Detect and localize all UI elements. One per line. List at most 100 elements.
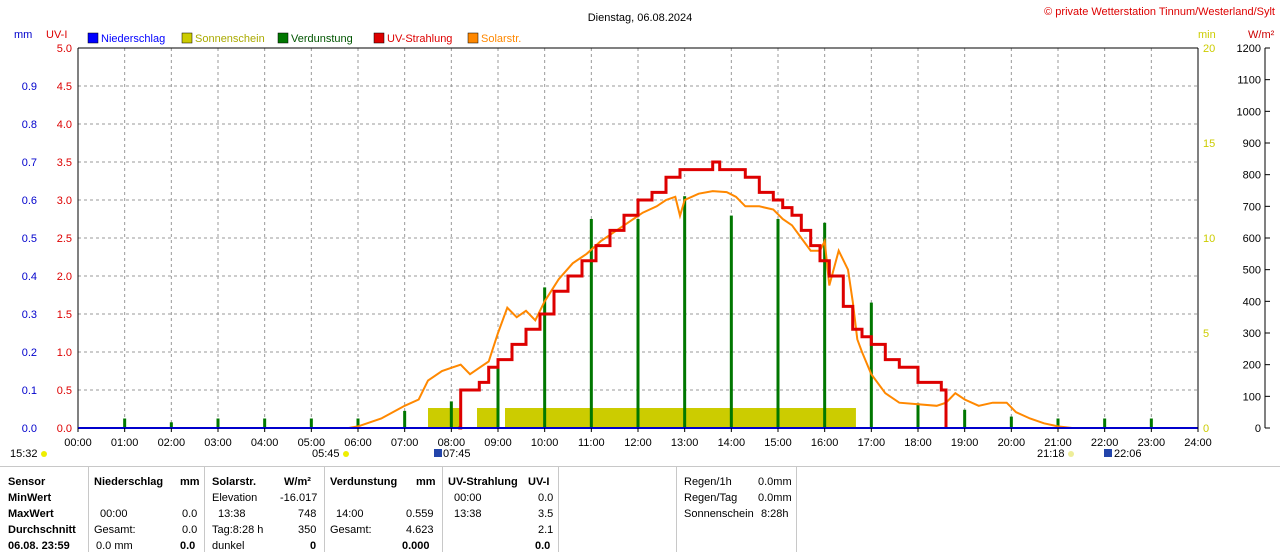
mm-tick-label: 0.5 xyxy=(22,233,37,245)
niederschlag-last-bold: 0.0 xyxy=(180,540,196,552)
uv-tick-label: 3.5 xyxy=(57,157,72,169)
mm-tick-label: 0.8 xyxy=(22,119,37,131)
verdunstung-header: Verdunstung xyxy=(330,476,398,488)
min-axis-label: min xyxy=(1198,29,1216,41)
wm2-tick-label: 100 xyxy=(1243,391,1261,403)
sunshine-blocks xyxy=(428,408,856,428)
mm-tick-label: 0.1 xyxy=(22,385,37,397)
uv-last-val: 0.0 xyxy=(535,540,551,552)
solar-tag-val: 350 xyxy=(298,524,317,536)
copyright-text: © private Wetterstation Tinnum/Westerlan… xyxy=(1044,6,1275,18)
sunshine-block xyxy=(477,408,498,428)
wm2-tick-label: 500 xyxy=(1243,265,1261,277)
niederschlag-max-val: 0.0 xyxy=(182,508,198,520)
evaporation-bar xyxy=(963,409,967,428)
x-tick-label: 19:00 xyxy=(951,437,979,449)
uv-avg-val: 2.1 xyxy=(538,524,554,536)
uv-radiation-line xyxy=(458,160,948,430)
table-divider xyxy=(88,466,89,552)
uv-min-val: 0.0 xyxy=(538,492,554,504)
solar-header: Solarstr. xyxy=(212,476,257,488)
x-tick-label: 24:00 xyxy=(1184,437,1212,449)
uv-tick-label: 0.5 xyxy=(57,385,72,397)
wm2-tick-label: 0 xyxy=(1255,423,1261,435)
x-tick-label: 13:00 xyxy=(671,437,699,449)
wm2-tick-label: 1100 xyxy=(1237,75,1261,87)
verdunstung-last-val: 0.000 xyxy=(402,540,430,552)
evaporation-bar xyxy=(543,287,547,428)
mm-tick-label: 0.4 xyxy=(22,271,37,283)
summary-regentag-label: Regen/Tag xyxy=(684,492,738,504)
mm-tick-label: 0.7 xyxy=(22,157,37,169)
evaporation-bar xyxy=(1149,418,1153,428)
chart-title: Dienstag, 06.08.2024 xyxy=(588,12,693,24)
x-tick-label: 23:00 xyxy=(1138,437,1166,449)
legend-label: UV-Strahlung xyxy=(387,33,452,45)
min-tick-label: 20 xyxy=(1203,43,1215,55)
time-markers: 15:32 05:45 07:45 21:18 22:06 xyxy=(10,448,1142,460)
solar-elev-label: Elevation xyxy=(212,492,258,504)
uv-tick-label: 5.0 xyxy=(57,43,72,55)
x-tick-label: 11:00 xyxy=(578,437,605,449)
table-divider xyxy=(204,466,205,552)
legend-label: Solarstr. xyxy=(481,33,521,45)
uv-tick-label: 1.0 xyxy=(57,347,72,359)
wm2-tick-label: 800 xyxy=(1243,170,1261,182)
uv-tick-label: 2.0 xyxy=(57,271,72,283)
row-minwert: MinWert xyxy=(8,492,52,504)
row-maxwert: MaxWert xyxy=(8,508,54,520)
weather-chart: 00:00 01:00 02:00 03:00 04:00 05:00 06:00 07:00… xyxy=(10,6,1275,460)
sunset-icon xyxy=(1068,451,1074,457)
marker-sunrise: 05:45 xyxy=(312,448,340,460)
x-tick-label: 10:00 xyxy=(531,437,559,449)
legend-swatch xyxy=(277,32,289,44)
summary-regen1h-label: Regen/1h xyxy=(684,476,732,488)
evaporation-bar xyxy=(356,418,360,428)
evaporation-bar xyxy=(729,215,733,428)
mm-tick-label: 0.0 xyxy=(22,423,37,435)
table-divider xyxy=(442,466,443,552)
x-tick-label: 05:00 xyxy=(298,437,326,449)
x-tick-label: 15:00 xyxy=(764,437,792,449)
evaporation-bars xyxy=(123,196,1153,428)
x-tick-label: 00:00 xyxy=(64,437,92,449)
x-tick-label: 12:00 xyxy=(624,437,652,449)
evaporation-bar xyxy=(823,222,827,428)
uv-max-time: 13:38 xyxy=(454,508,482,520)
x-tick-label: 03:00 xyxy=(204,437,232,449)
x-tick-label: 16:00 xyxy=(811,437,839,449)
summary-sonnenschein-val: 8:28h xyxy=(761,508,789,520)
niederschlag-gesamt-val: 0.0 xyxy=(182,524,198,536)
evaporation-bar xyxy=(1009,416,1013,428)
uv-tick-label: 4.5 xyxy=(57,81,72,93)
summary-regentag-val: 0.0mm xyxy=(758,492,792,504)
evaporation-bar xyxy=(916,403,920,428)
evaporation-bar xyxy=(589,219,593,428)
uv-axis-label: UV-I xyxy=(46,29,67,41)
legend-label: Verdunstung xyxy=(291,33,353,45)
mm-tick-label: 0.6 xyxy=(22,195,37,207)
verdunstung-gesamt-label: Gesamt: xyxy=(330,524,372,536)
x-tick-label: 04:00 xyxy=(251,437,279,449)
x-tick-label: 21:00 xyxy=(1044,437,1072,449)
niederschlag-gesamt-label: Gesamt: xyxy=(94,524,136,536)
evaporation-bar xyxy=(449,401,453,428)
wm2-tick-label: 900 xyxy=(1243,138,1261,150)
wm2-tick-label: 600 xyxy=(1243,233,1261,245)
uv-unit: UV-I xyxy=(528,476,550,488)
sun-icon xyxy=(41,451,47,457)
x-tick-label: 18:00 xyxy=(904,437,932,449)
marker-sunset: 21:18 xyxy=(1037,448,1065,460)
solar-max-time: 13:38 xyxy=(218,508,246,520)
row-durchschnitt: Durchschnitt xyxy=(8,524,76,536)
niederschlag-last-val: 0.0 mm xyxy=(96,540,133,552)
verdunstung-gesamt-val: 4.623 xyxy=(406,524,434,536)
marker-uv-start: 07:45 xyxy=(443,448,471,460)
evaporation-bar xyxy=(169,422,173,428)
evaporation-bar xyxy=(636,219,640,428)
row-last: 06.08. 23:59 xyxy=(8,540,70,552)
mm-tick-label: 0.9 xyxy=(22,81,37,93)
x-tick-label: 20:00 xyxy=(998,437,1026,449)
uv-min-time: 00:00 xyxy=(454,492,482,504)
wm2-tick-label: 700 xyxy=(1243,201,1261,213)
